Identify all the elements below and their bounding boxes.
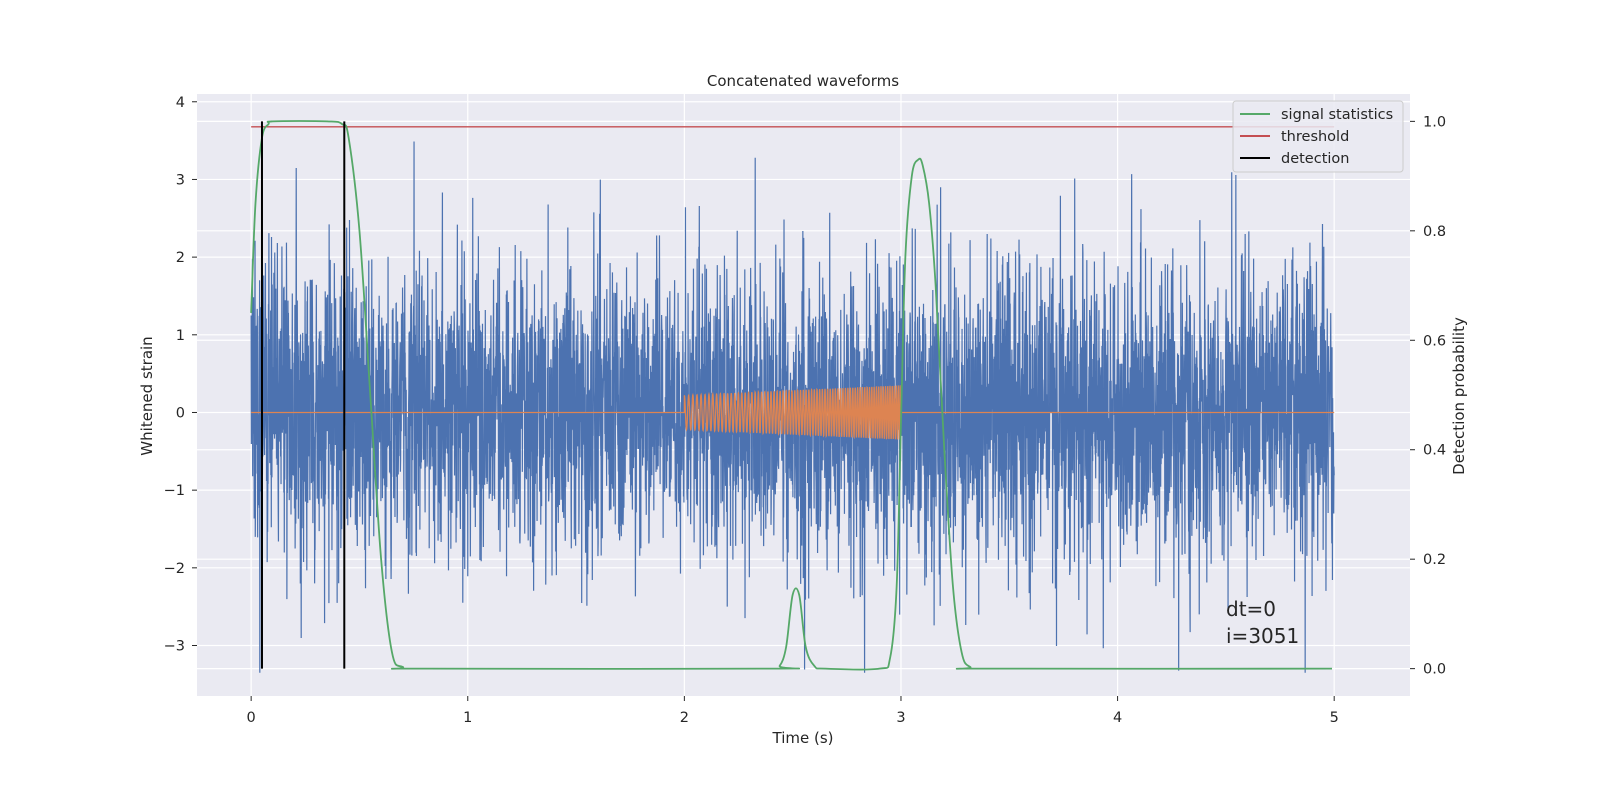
y-right-tick-label: 0.4 [1423, 443, 1446, 459]
x-tick-label: 1 [463, 710, 472, 726]
legend-label-signal-statistics: signal statistics [1281, 107, 1393, 123]
injected-waveform-line [251, 385, 1335, 440]
signal-statistics-line [250, 120, 1333, 671]
legend-box [1232, 100, 1404, 173]
y-tick-label: 1 [176, 328, 185, 344]
y-right-tick-label: 1.0 [1423, 114, 1446, 130]
legend: signal statistics threshold detection [1232, 100, 1404, 173]
detection-lines [260, 121, 346, 669]
y-tick-label: −3 [164, 639, 185, 655]
legend-label-detection: detection [1281, 151, 1349, 167]
y-right-tick-label: 0.6 [1423, 333, 1446, 349]
plot-area [250, 120, 1335, 673]
y-tick-label: −1 [164, 483, 185, 499]
annotation-dt: dt=0 [1226, 597, 1276, 621]
y-right-axis-label: Detection probability [1450, 317, 1468, 475]
annotation-index: i=3051 [1226, 624, 1299, 648]
y-tick-label: 3 [176, 172, 185, 188]
y-right-tick-label: 0.8 [1423, 224, 1446, 240]
x-tick-label: 2 [680, 710, 689, 726]
x-tick-label: 0 [247, 710, 256, 726]
y-right-tick-label: 0.2 [1423, 552, 1446, 568]
x-tick-label: 5 [1330, 710, 1339, 726]
x-axis-label: Time (s) [772, 729, 834, 747]
y-right-tick-label: 0.0 [1423, 662, 1446, 678]
legend-label-threshold: threshold [1281, 129, 1349, 145]
y-tick-label: 0 [176, 405, 185, 421]
y-tick-label: 2 [176, 250, 185, 266]
chart-title: Concatenated waveforms [707, 72, 899, 90]
x-tick-label: 4 [1113, 710, 1122, 726]
axis-ticks: 0 1 2 3 4 5 −3 −2 −1 0 1 2 3 4 0.0 0.2 0.4 0.6 0.8 1.0 [164, 95, 1446, 726]
x-tick-label: 3 [896, 710, 905, 726]
strain-series-line [250, 141, 1335, 673]
y-axis-label: Whitened strain [138, 336, 156, 455]
y-tick-label: 4 [176, 95, 185, 111]
y-tick-label: −2 [164, 561, 185, 577]
